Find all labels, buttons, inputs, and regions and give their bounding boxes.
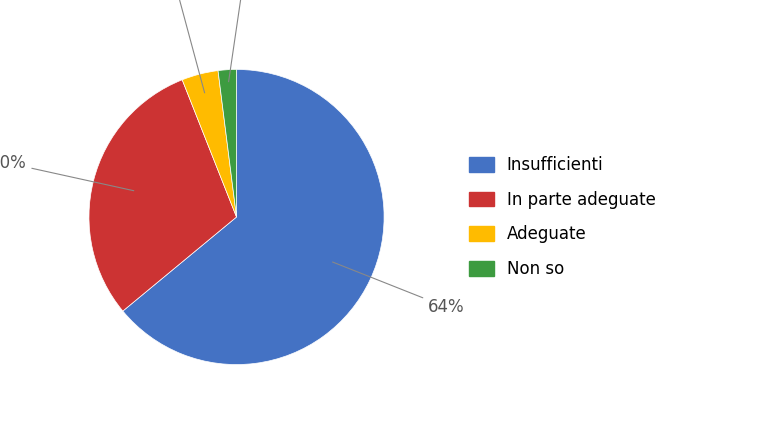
Wedge shape bbox=[123, 69, 384, 365]
Wedge shape bbox=[182, 71, 237, 217]
Text: 30%: 30% bbox=[0, 154, 134, 191]
Text: 2%: 2% bbox=[229, 0, 259, 82]
Legend: Insufficienti, In parte adeguate, Adeguate, Non so: Insufficienti, In parte adeguate, Adegua… bbox=[462, 149, 662, 285]
Text: 64%: 64% bbox=[333, 262, 465, 316]
Wedge shape bbox=[89, 80, 237, 311]
Wedge shape bbox=[218, 69, 237, 217]
Text: 4%: 4% bbox=[163, 0, 204, 93]
